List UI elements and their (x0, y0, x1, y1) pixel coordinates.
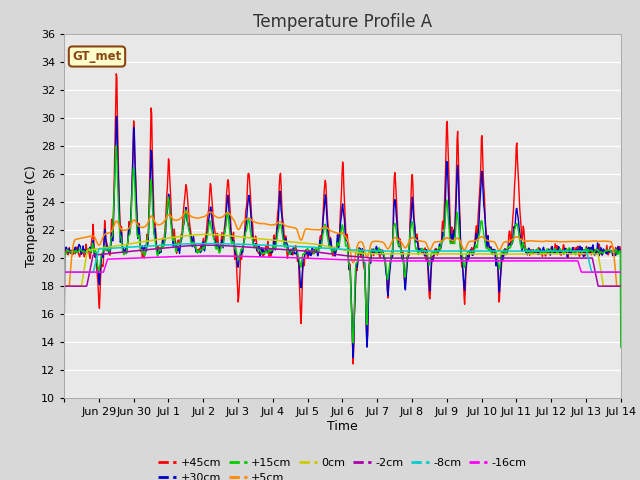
-8cm (204, 240, 212, 246)
+5cm (207, 209, 214, 215)
-2cm (60, 283, 68, 289)
0cm (598, 276, 606, 282)
-16cm (87, 269, 95, 275)
+5cm (60, 283, 68, 289)
+45cm (164, 171, 172, 177)
+45cm (598, 250, 606, 256)
-8cm (60, 269, 68, 275)
-16cm (205, 253, 212, 259)
+45cm (292, 243, 300, 249)
0cm (60, 283, 68, 289)
+15cm (60, 342, 68, 348)
X-axis label: Time: Time (327, 420, 358, 433)
+45cm (87, 251, 95, 257)
+30cm (164, 203, 172, 209)
-8cm (388, 248, 396, 254)
Y-axis label: Temperature (C): Temperature (C) (25, 165, 38, 267)
-8cm (589, 269, 597, 275)
0cm (617, 283, 625, 289)
+5cm (589, 238, 597, 244)
-16cm (163, 254, 171, 260)
+15cm (388, 243, 396, 249)
-16cm (292, 255, 300, 261)
0cm (292, 240, 300, 245)
-2cm (163, 245, 171, 251)
+5cm (87, 233, 95, 239)
Line: -2cm: -2cm (64, 245, 621, 286)
-2cm (388, 255, 396, 261)
Line: +30cm: +30cm (64, 117, 621, 394)
+15cm (598, 250, 606, 256)
-8cm (292, 243, 300, 249)
Line: -16cm: -16cm (64, 256, 621, 272)
+15cm (113, 143, 120, 148)
+5cm (292, 225, 300, 231)
-2cm (589, 261, 597, 266)
+45cm (113, 71, 120, 77)
-8cm (163, 242, 171, 248)
0cm (388, 251, 396, 257)
+15cm (617, 344, 625, 350)
-8cm (617, 269, 625, 275)
+5cm (598, 238, 606, 244)
-8cm (598, 269, 606, 275)
Line: +45cm: +45cm (64, 74, 621, 391)
+15cm (87, 250, 95, 255)
Line: +5cm: +5cm (64, 212, 621, 286)
-2cm (204, 242, 212, 248)
+30cm (113, 114, 120, 120)
-2cm (598, 283, 606, 289)
0cm (163, 235, 171, 241)
-16cm (617, 269, 625, 275)
+45cm (60, 388, 68, 394)
-2cm (292, 248, 300, 253)
0cm (202, 231, 209, 237)
+15cm (589, 250, 597, 255)
-2cm (617, 283, 625, 289)
+30cm (87, 247, 95, 252)
Line: 0cm: 0cm (64, 234, 621, 286)
+45cm (589, 246, 597, 252)
Line: -8cm: -8cm (64, 243, 621, 272)
+30cm (617, 250, 625, 255)
+30cm (598, 252, 606, 258)
+15cm (164, 196, 172, 202)
+5cm (617, 283, 625, 289)
Line: +15cm: +15cm (64, 145, 621, 347)
Title: Temperature Profile A: Temperature Profile A (253, 12, 432, 31)
+5cm (163, 213, 171, 219)
+30cm (60, 391, 68, 397)
+30cm (589, 246, 597, 252)
+30cm (388, 253, 396, 259)
0cm (589, 251, 597, 257)
Text: GT_met: GT_met (72, 50, 122, 63)
Legend: +45cm, +30cm, +15cm, +5cm, 0cm, -2cm, -8cm, -16cm: +45cm, +30cm, +15cm, +5cm, 0cm, -2cm, -8… (154, 453, 531, 480)
0cm (87, 247, 95, 253)
-16cm (589, 269, 597, 275)
+45cm (388, 248, 396, 254)
-16cm (388, 258, 396, 264)
+5cm (388, 238, 396, 243)
-2cm (87, 264, 95, 270)
+15cm (292, 248, 300, 253)
-8cm (87, 269, 95, 275)
+45cm (617, 248, 625, 253)
-16cm (60, 269, 68, 275)
+30cm (292, 251, 300, 257)
-16cm (598, 269, 606, 275)
